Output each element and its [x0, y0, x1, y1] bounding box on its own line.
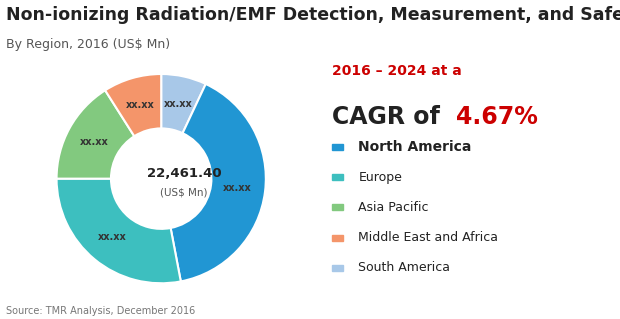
Text: 22,461.40: 22,461.40	[147, 167, 221, 180]
Text: 2016 – 2024 at a: 2016 – 2024 at a	[332, 64, 461, 78]
Text: xx.xx: xx.xx	[80, 137, 108, 147]
Text: xx.xx: xx.xx	[223, 183, 251, 193]
Text: By Region, 2016 (US$ Mn): By Region, 2016 (US$ Mn)	[6, 38, 170, 51]
Circle shape	[111, 129, 211, 229]
Text: Middle East and Africa: Middle East and Africa	[358, 231, 498, 244]
Wedge shape	[105, 74, 161, 136]
Text: xx.xx: xx.xx	[98, 233, 127, 242]
Text: xx.xx: xx.xx	[164, 99, 192, 109]
Text: 4.67%: 4.67%	[456, 105, 538, 129]
Text: North America: North America	[358, 140, 472, 154]
Wedge shape	[56, 179, 181, 283]
Text: xx.xx: xx.xx	[125, 100, 154, 110]
Text: Non-ionizing Radiation/EMF Detection, Measurement, and Safety Market: Non-ionizing Radiation/EMF Detection, Me…	[6, 6, 620, 24]
Wedge shape	[161, 74, 206, 133]
Text: Asia Pacific: Asia Pacific	[358, 201, 429, 214]
Wedge shape	[170, 84, 266, 281]
Text: Source: TMR Analysis, December 2016: Source: TMR Analysis, December 2016	[6, 306, 195, 316]
Text: Europe: Europe	[358, 171, 402, 183]
Wedge shape	[56, 90, 135, 179]
Text: South America: South America	[358, 262, 450, 274]
Text: CAGR of: CAGR of	[332, 105, 448, 129]
Text: (US$ Mn): (US$ Mn)	[161, 187, 208, 197]
